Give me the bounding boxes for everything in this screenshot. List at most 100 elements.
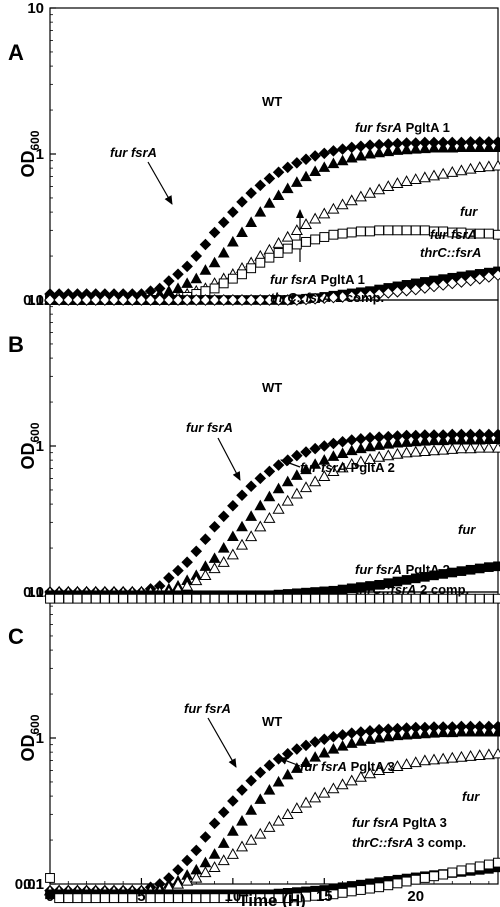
data-point [336, 740, 349, 751]
data-point [383, 225, 394, 236]
y-tick-label-bottom: 0.01 [15, 876, 44, 893]
data-point [281, 230, 294, 242]
data-point [272, 236, 285, 248]
data-point [473, 749, 486, 761]
data-point [391, 760, 404, 771]
data-point [281, 747, 294, 760]
data-point [209, 283, 220, 294]
data-point [300, 739, 312, 752]
series-annotation: fur fsrA PgltA 1 [355, 120, 450, 135]
data-point [282, 593, 293, 604]
data-point [236, 520, 248, 532]
series-annotation: fur fsrA PgltA 3 [352, 815, 447, 830]
data-point [126, 294, 139, 306]
data-point [136, 593, 147, 604]
data-point [109, 593, 119, 604]
data-point [409, 756, 422, 768]
data-point [455, 442, 468, 454]
data-point [199, 264, 212, 275]
data-point [365, 226, 375, 237]
data-point [482, 748, 495, 760]
y-tick-label: 10 [27, 292, 44, 309]
series-annotation: fur fsrA [430, 227, 477, 242]
series-triangle-filled-panel-C [44, 725, 500, 896]
data-point [364, 289, 376, 302]
data-point [145, 593, 156, 604]
data-point [263, 197, 276, 208]
data-point [437, 726, 450, 738]
data-point [318, 733, 331, 746]
data-point [409, 173, 422, 185]
data-point [382, 145, 395, 157]
data-point [199, 533, 212, 545]
data-point [492, 141, 500, 152]
data-point [310, 593, 321, 604]
data-point [199, 294, 212, 306]
data-point [246, 263, 257, 274]
data-point [345, 434, 358, 446]
data-point [446, 726, 459, 738]
data-point [391, 729, 404, 741]
data-point [237, 269, 247, 280]
data-point [493, 229, 500, 240]
data-point [263, 784, 276, 795]
x-tick-label: 0 [46, 888, 54, 905]
data-point [182, 593, 193, 604]
data-point [236, 814, 248, 826]
data-point [72, 593, 83, 604]
data-point [337, 228, 348, 239]
data-point [272, 166, 285, 179]
data-point [254, 206, 267, 217]
data-point [235, 538, 249, 550]
data-point [446, 277, 459, 290]
data-point [327, 437, 340, 450]
data-point [145, 893, 156, 904]
data-point [245, 510, 258, 521]
data-point [254, 793, 267, 804]
data-point [363, 767, 377, 779]
series-annotation: fur [460, 204, 478, 219]
data-point [217, 837, 230, 848]
data-point [62, 294, 75, 306]
data-point [163, 275, 175, 287]
data-point [392, 878, 403, 889]
data-point [400, 436, 413, 447]
data-point [227, 795, 239, 807]
data-point [409, 728, 422, 739]
data-point [217, 216, 230, 229]
data-point [245, 294, 258, 306]
x-tick-label: 5 [137, 888, 145, 905]
data-point [263, 294, 276, 306]
data-point [364, 440, 376, 452]
series-diamond-filled-panel-C [44, 720, 500, 897]
data-point [182, 893, 193, 904]
series-annotation: fur fsrA PgltA 1 [270, 272, 365, 287]
data-point [456, 566, 467, 576]
data-point [108, 294, 120, 306]
data-point [391, 447, 404, 459]
data-point [190, 272, 203, 284]
data-point [272, 502, 285, 514]
data-point [473, 161, 486, 173]
data-point [354, 190, 367, 202]
data-point [290, 294, 303, 306]
data-point [309, 150, 321, 162]
data-point [336, 729, 349, 741]
data-point [427, 444, 441, 456]
data-point [309, 475, 322, 487]
data-point [482, 141, 495, 152]
data-point [391, 436, 404, 448]
data-point [273, 248, 284, 258]
data-point [464, 750, 477, 761]
data-point [263, 820, 276, 832]
data-point [318, 746, 331, 758]
data-point [281, 294, 294, 306]
data-point [172, 864, 184, 876]
data-point [127, 893, 138, 904]
data-point [301, 236, 311, 247]
data-point [299, 796, 313, 808]
data-point [309, 458, 322, 469]
data-point [217, 555, 230, 567]
data-point [373, 764, 386, 776]
data-point [208, 294, 221, 306]
